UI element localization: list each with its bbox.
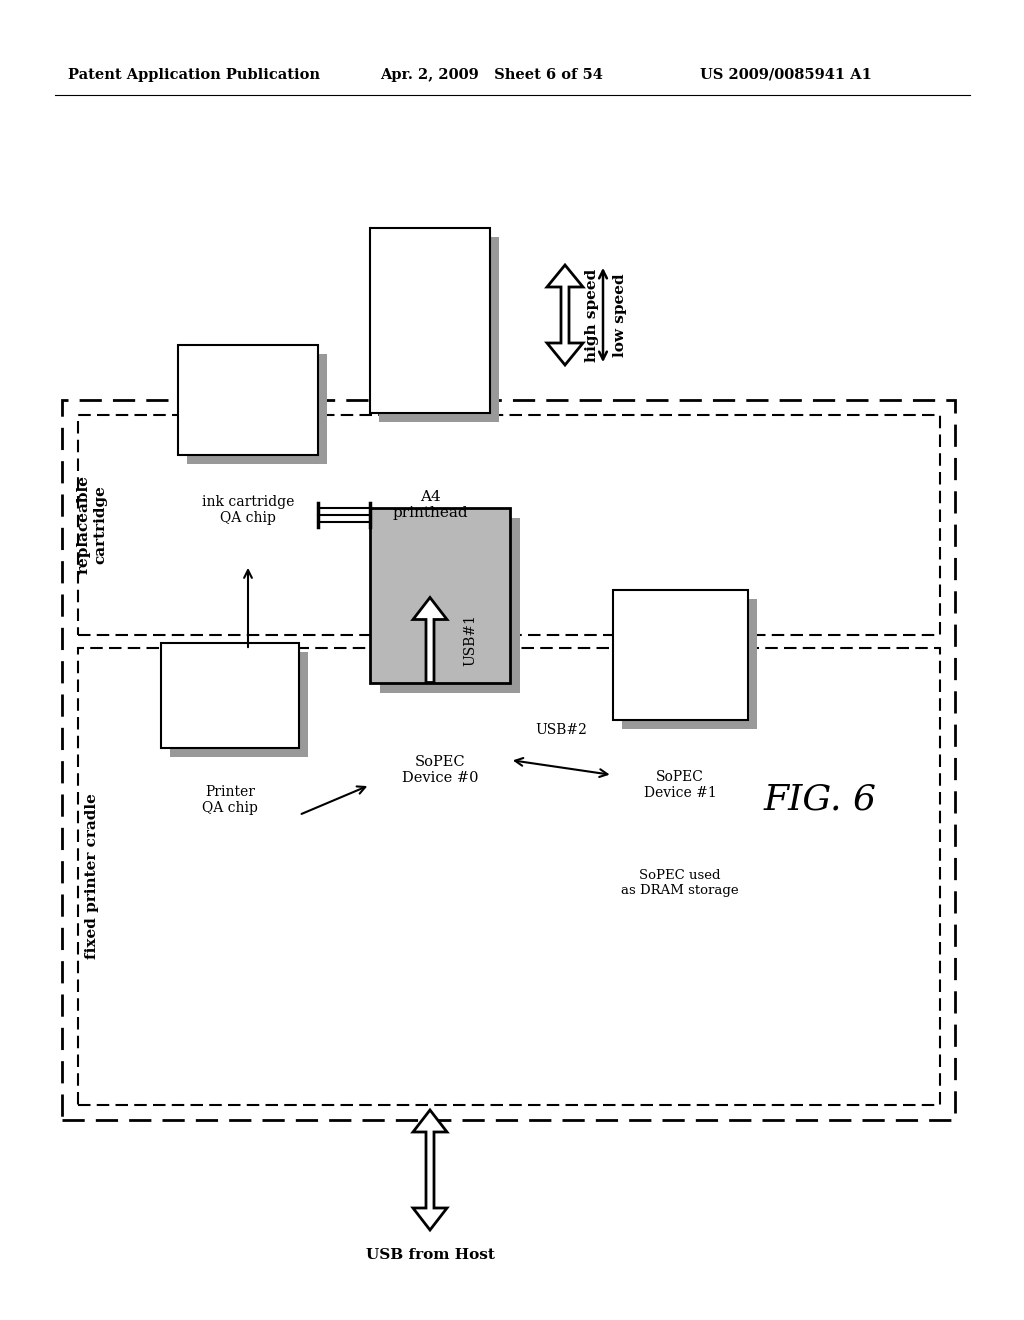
Text: SoPEC used
as DRAM storage: SoPEC used as DRAM storage [622, 869, 738, 898]
Text: FIG. 6: FIG. 6 [764, 783, 877, 817]
Text: ink cartridge
QA chip: ink cartridge QA chip [202, 495, 294, 525]
FancyBboxPatch shape [622, 599, 757, 729]
FancyBboxPatch shape [170, 652, 308, 756]
FancyBboxPatch shape [78, 648, 940, 1105]
FancyBboxPatch shape [379, 236, 499, 421]
Polygon shape [413, 598, 447, 682]
Text: Printer
QA chip: Printer QA chip [202, 785, 258, 814]
Text: Patent Application Publication: Patent Application Publication [68, 69, 319, 82]
FancyBboxPatch shape [161, 643, 299, 747]
FancyBboxPatch shape [380, 517, 520, 693]
FancyBboxPatch shape [370, 507, 510, 682]
FancyBboxPatch shape [78, 414, 940, 635]
Text: SoPEC
Device #1: SoPEC Device #1 [644, 770, 717, 800]
Polygon shape [547, 265, 583, 366]
FancyBboxPatch shape [178, 345, 318, 455]
Text: low speed: low speed [613, 273, 627, 356]
FancyBboxPatch shape [370, 227, 490, 412]
FancyBboxPatch shape [62, 400, 955, 1119]
Text: USB#1: USB#1 [463, 614, 477, 667]
Text: replaceable
cartridge: replaceable cartridge [77, 475, 108, 574]
Text: high speed: high speed [585, 268, 599, 362]
Text: A4
printhead: A4 printhead [392, 490, 468, 520]
Polygon shape [413, 1110, 447, 1230]
Text: Apr. 2, 2009   Sheet 6 of 54: Apr. 2, 2009 Sheet 6 of 54 [380, 69, 603, 82]
FancyBboxPatch shape [612, 590, 748, 719]
Text: SoPEC
Device #0: SoPEC Device #0 [401, 755, 478, 785]
FancyBboxPatch shape [187, 354, 327, 465]
Text: fixed printer cradle: fixed printer cradle [85, 793, 99, 960]
Text: USB#2: USB#2 [536, 723, 587, 737]
Text: US 2009/0085941 A1: US 2009/0085941 A1 [700, 69, 871, 82]
Text: USB from Host: USB from Host [366, 1247, 495, 1262]
